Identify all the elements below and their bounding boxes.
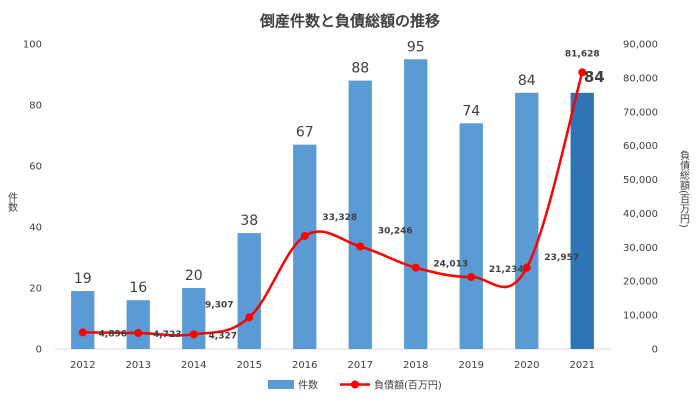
bar-2021 [570,92,594,350]
bar-value-label: 88 [351,61,369,77]
bar-value-label: 16 [129,280,147,296]
debt-point-2013 [134,328,143,337]
debt-value-label: 21,234 [489,265,524,275]
x-tick-label: 2018 [403,360,428,371]
bar-value-label: 74 [462,103,480,119]
x-tick-label: 2016 [292,360,317,371]
right-tick-label: 30,000 [623,243,658,254]
debt-point-2016 [300,232,309,241]
x-tick-label: 2019 [459,360,484,371]
bar-2020 [515,92,539,350]
debt-value-label: 30,246 [378,226,413,236]
bar-data-labels: 19 16 20 38 67 88 95 74 84 84 [74,39,605,296]
left-tick-label: 40 [29,223,42,234]
legend: 件数 負債額(百万円) [268,379,442,392]
legend-bar-label: 件数 [298,379,318,392]
x-axis-ticks: 2012 2013 2014 2015 2016 2017 2018 2019 2020 2021 [70,360,595,371]
bar-value-label: 19 [74,271,92,287]
bar-2015 [237,233,261,349]
bar-2016 [293,144,317,349]
left-tick-label: 60 [29,162,42,173]
x-tick-label: 2012 [70,360,95,371]
debt-point-2015 [245,313,254,322]
x-tick-label: 2021 [570,360,595,371]
legend-bar-swatch [268,380,294,389]
right-tick-label: 90,000 [623,40,658,51]
chart-title: 倒産件数と負債総額の推移 [259,12,440,30]
left-axis-label: 件数 [6,192,18,213]
x-tick-label: 2020 [514,360,539,371]
left-tick-label: 100 [23,40,42,51]
left-tick-label: 0 [36,345,42,356]
left-axis-ticks: 0 20 40 60 80 100 [23,40,42,356]
bar-value-label: 84 [518,73,536,89]
x-tick-label: 2014 [181,360,206,371]
debt-point-2017 [356,242,365,251]
bar-series [71,59,594,350]
bar-2013 [126,300,150,349]
right-tick-label: 60,000 [623,141,658,152]
bar-value-label: 84 [584,68,605,86]
right-tick-label: 50,000 [623,175,658,186]
line-series [78,68,587,339]
right-tick-label: 20,000 [623,277,658,288]
bar-2014 [182,288,206,349]
debt-value-label: 24,013 [433,260,468,270]
left-tick-label: 20 [29,284,42,295]
debt-value-label: 81,628 [565,49,600,59]
x-tick-label: 2013 [126,360,151,371]
bar-value-label: 67 [296,125,314,141]
x-tick-label: 2017 [348,360,373,371]
bar-2019 [459,123,483,349]
debt-value-label: 4,896 [99,329,127,339]
right-tick-label: 10,000 [623,311,658,322]
bar-value-label: 20 [185,268,203,284]
debt-point-2019 [467,273,476,282]
right-tick-label: 70,000 [623,107,658,118]
debt-value-label: 4,327 [209,331,237,341]
bar-2018 [404,59,428,349]
legend-line-marker [351,380,359,389]
bar-value-label: 95 [407,39,425,55]
debt-point-2018 [411,263,420,272]
bar-value-label: 38 [240,213,258,229]
right-axis-title: 負債総額(百万円) [678,150,690,228]
debt-point-2021 [578,68,587,77]
debt-value-label: 23,957 [544,253,579,263]
x-tick-label: 2015 [237,360,262,371]
debt-value-label: 4,723 [153,330,181,340]
right-tick-label: 40,000 [623,209,658,220]
right-tick-label: 0 [652,345,658,356]
right-axis-label: 負債総額(百万円) [678,150,690,228]
debt-point-2014 [189,330,198,339]
left-axis-title: 件数 [6,192,18,213]
right-axis-ticks: 0 10,000 20,000 30,000 40,000 50,000 60,000 70,… [623,40,658,356]
legend-line-label: 負債額(百万円) [374,379,442,392]
line-data-labels: 4,896 4,723 4,327 9,307 33,328 30,246 24,013 21… [99,49,600,341]
bar-2017 [348,80,372,349]
debt-line [82,72,584,337]
debt-value-label: 33,328 [322,213,357,223]
bar-2012 [71,291,95,349]
debt-value-label: 9,307 [205,300,233,310]
debt-point-2020 [522,263,531,272]
debt-point-2012 [78,328,87,337]
right-tick-label: 80,000 [623,73,658,84]
left-tick-label: 80 [29,101,42,112]
